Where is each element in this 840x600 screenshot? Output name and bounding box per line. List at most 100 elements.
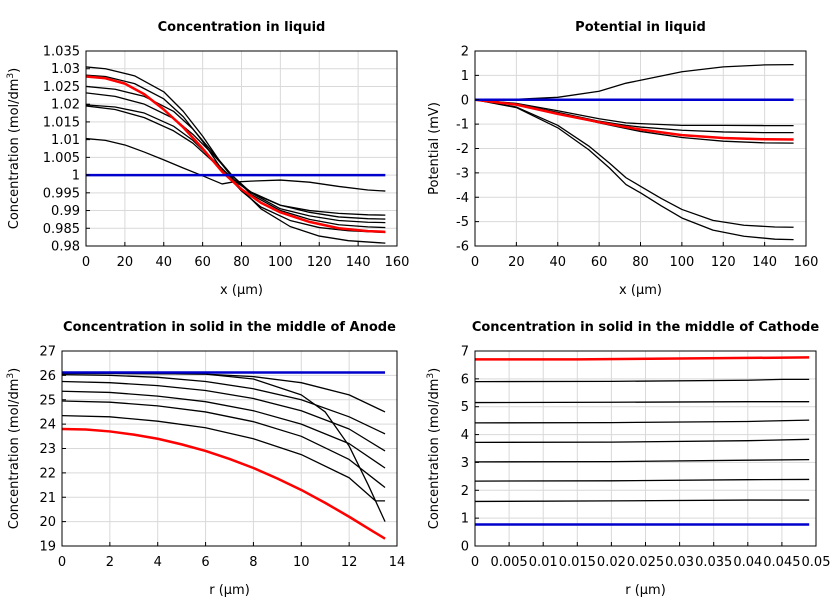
y-tick-label: 0.98	[51, 240, 80, 255]
series-line-8	[475, 356, 810, 361]
y-tick-label: 2	[461, 45, 469, 60]
y-axis-label-sup: 3	[6, 373, 16, 379]
x-axis-label: x (µm)	[619, 283, 662, 298]
y-tick-label: 1.02	[51, 98, 80, 113]
y-axis-label-main: Concentration (mol/dm	[7, 79, 22, 230]
y-tick-label: 22	[39, 466, 56, 481]
series-line-7	[86, 66, 386, 244]
x-tick-label: 40	[155, 255, 172, 270]
x-tick-label: 120	[711, 255, 736, 270]
series-line-1	[475, 378, 810, 383]
series-group	[475, 356, 810, 526]
y-tick-label: 0	[461, 93, 469, 108]
series-line-2	[475, 99, 794, 127]
y-tick-label: 1.035	[43, 45, 80, 60]
x-tick-label: 160	[385, 255, 410, 270]
x-tick-label: 160	[794, 255, 819, 270]
chart-title: Potential in liquid	[575, 20, 706, 35]
x-tick-label: 0	[82, 255, 90, 270]
series-line-5	[62, 400, 386, 489]
y-axis-label: Concentration (mol/dm3)	[426, 368, 442, 530]
y-axis-label: Concentration (mol/dm3)	[6, 68, 22, 230]
y-tick-label: 6	[461, 372, 469, 387]
y-axis-label-end: )	[427, 368, 442, 373]
y-axis-label-main: Concentration (mol/dm	[427, 379, 442, 530]
x-tick-label: 0.025	[627, 555, 664, 570]
x-tick-label: 0	[58, 555, 66, 570]
x-tick-label: 0.015	[559, 555, 596, 570]
y-tick-label: -4	[456, 191, 469, 206]
y-tick-label: 5	[461, 400, 469, 415]
y-tick-label: -1	[456, 118, 469, 133]
chart-title: Concentration in solid in the middle of …	[63, 320, 396, 335]
series-line-7	[62, 372, 386, 522]
y-tick-label: -5	[456, 215, 469, 230]
x-tick-label: 140	[752, 255, 777, 270]
y-tick-label: 27	[39, 345, 56, 360]
y-tick-label: 24	[39, 418, 56, 433]
x-tick-label: 0.01	[529, 555, 558, 570]
x-tick-label: 140	[346, 255, 371, 270]
y-tick-label: 1.005	[43, 151, 80, 166]
x-axis-label: r (µm)	[209, 583, 250, 598]
series-group	[475, 64, 794, 241]
series-line-8	[86, 75, 386, 234]
x-tick-label: 0.005	[490, 555, 527, 570]
y-tick-label: 20	[39, 515, 56, 530]
x-tick-label: 6	[201, 555, 209, 570]
y-tick-label: 1.01	[51, 133, 80, 148]
x-tick-label: 12	[341, 555, 358, 570]
series-line-3	[62, 380, 386, 452]
y-tick-label: 23	[39, 442, 56, 457]
x-tick-label: 100	[268, 255, 293, 270]
y-tick-label: 1.015	[43, 115, 80, 130]
chart-4: 0 0.005 0.01 0.015 0.02 0.025 0.03 0.035 0.04 0.0…	[426, 320, 830, 598]
x-tick-label: 0.05	[802, 555, 831, 570]
series-line-1	[86, 137, 386, 192]
y-tick-label: 1	[461, 69, 469, 84]
y-tick-label: 0.995	[43, 186, 80, 201]
x-axis-label: x (µm)	[220, 283, 263, 298]
x-tick-label: 0.02	[597, 555, 626, 570]
series-line-3	[475, 419, 810, 424]
series-line-7	[475, 499, 810, 503]
series-line-3	[86, 104, 386, 220]
x-tick-label: 0.04	[733, 555, 762, 570]
chart-1: 0 20 40 60 80 100 120 140 160 0.98 0.985 0.99 0.995 1…	[6, 20, 409, 298]
x-tick-label: 60	[194, 255, 211, 270]
y-axis-label-sup: 3	[6, 73, 16, 79]
y-tick-label: -3	[456, 166, 469, 181]
x-tick-label: 20	[117, 255, 134, 270]
y-tick-label: 4	[461, 428, 469, 443]
y-tick-label: 1.03	[51, 62, 80, 77]
y-tick-label: 7	[461, 345, 469, 360]
y-axis-label: Potential (mV)	[427, 102, 442, 195]
chart-title: Concentration in liquid	[158, 20, 326, 35]
x-tick-label: 14	[389, 555, 406, 570]
x-tick-label: 120	[307, 255, 332, 270]
series-line-4	[62, 390, 386, 469]
y-tick-label: -6	[456, 240, 469, 255]
x-tick-label: 100	[669, 255, 694, 270]
y-tick-label: 21	[39, 491, 56, 506]
series-line-7	[475, 98, 794, 141]
x-tick-label: 10	[293, 555, 310, 570]
x-tick-label: 60	[591, 255, 608, 270]
y-axis-label: Concentration (mol/dm3)	[6, 368, 22, 530]
y-tick-label: -2	[456, 142, 469, 157]
x-tick-label: 2	[106, 555, 114, 570]
series-group	[62, 371, 386, 540]
x-axis-label: r (µm)	[625, 583, 666, 598]
x-tick-label: 0	[471, 255, 479, 270]
y-tick-label: 1.025	[43, 80, 80, 95]
series-line-6	[475, 99, 794, 241]
y-tick-label: 1	[461, 512, 469, 527]
x-tick-label: 40	[549, 255, 566, 270]
x-tick-label: 0	[471, 555, 479, 570]
series-line-6	[86, 74, 386, 234]
series-line-2	[475, 401, 810, 404]
y-tick-label: 25	[39, 393, 56, 408]
y-tick-label: 26	[39, 369, 56, 384]
